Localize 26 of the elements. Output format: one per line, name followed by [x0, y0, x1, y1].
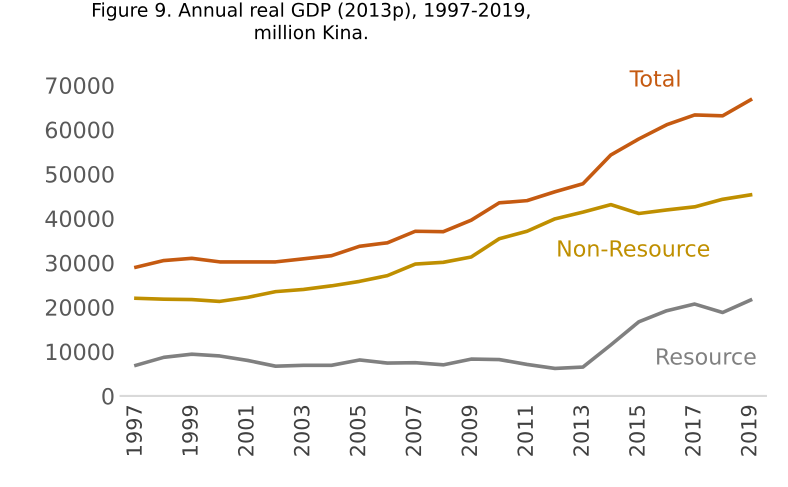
x-tick-label: 2005 — [350, 406, 366, 456]
x-tick-label: 2017 — [684, 406, 701, 456]
series-label: Non-Resource — [558, 240, 710, 257]
y-tick-label: 60000 — [46, 122, 114, 138]
line-series — [134, 98, 752, 270]
x-tick-label: 2007 — [406, 406, 422, 456]
y-tick-label: 70000 — [46, 77, 114, 94]
x-tick-label: 2003 — [294, 406, 310, 456]
x-tick-label: 2011 — [517, 406, 534, 456]
chart-title: Figure 9. Annual real GDP (2013p), 1997-2019, million Kina. — [92, 2, 530, 40]
line-series — [134, 193, 752, 304]
x-tick-label: 2001 — [238, 406, 254, 456]
y-tick-label: 50000 — [46, 166, 114, 183]
y-tick-label: 20000 — [46, 299, 114, 316]
y-tick-label: 10000 — [46, 343, 114, 360]
x-tick-label: 2013 — [573, 406, 589, 456]
y-tick-label: 0 — [102, 388, 114, 405]
series-label: Total — [630, 70, 680, 87]
x-tick-label: 1999 — [182, 406, 198, 455]
x-tick-label: 1997 — [126, 406, 142, 455]
x-tick-label: 2009 — [461, 406, 478, 456]
series-label: Resource — [657, 348, 756, 365]
y-tick-label: 30000 — [46, 254, 114, 272]
x-tick-label: 2015 — [629, 406, 645, 456]
y-tick-label: 40000 — [45, 210, 114, 228]
x-tick-label: 2019 — [740, 406, 757, 456]
